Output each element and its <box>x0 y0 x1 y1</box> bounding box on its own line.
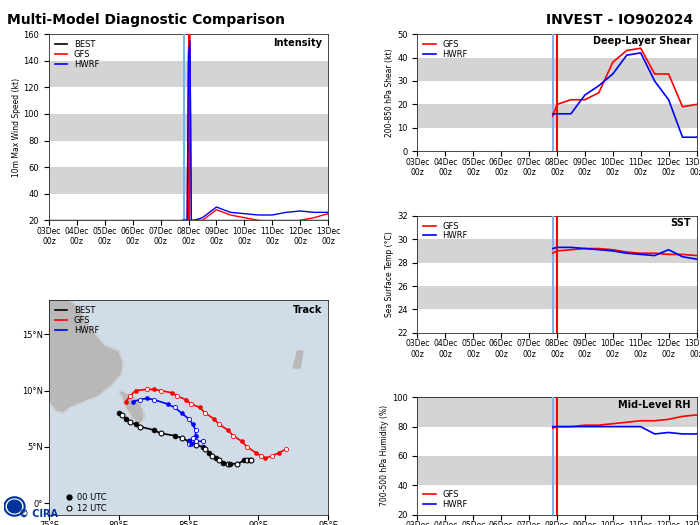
Text: Multi-Model Diagnostic Comparison: Multi-Model Diagnostic Comparison <box>7 13 285 27</box>
Y-axis label: 200-850 hPa Shear (kt): 200-850 hPa Shear (kt) <box>385 48 394 137</box>
Text: Intensity: Intensity <box>274 38 323 48</box>
Bar <box>417 239 696 262</box>
Bar <box>49 61 328 87</box>
Text: INVEST - IO902024: INVEST - IO902024 <box>546 13 693 27</box>
Bar <box>417 286 696 309</box>
Bar <box>417 104 696 128</box>
Legend: BEST, GFS, HWRF: BEST, GFS, HWRF <box>53 304 101 337</box>
Y-axis label: 700-500 hPa Humidity (%): 700-500 hPa Humidity (%) <box>380 405 389 507</box>
Text: 00 UTC: 00 UTC <box>77 493 106 502</box>
Text: Mid-Level RH: Mid-Level RH <box>618 400 691 410</box>
Bar <box>417 397 696 427</box>
Polygon shape <box>0 238 123 413</box>
Bar <box>417 456 696 485</box>
Y-axis label: Sea Surface Temp (°C): Sea Surface Temp (°C) <box>385 232 394 317</box>
Text: SST: SST <box>671 218 691 228</box>
Text: Deep-Layer Shear: Deep-Layer Shear <box>593 36 691 47</box>
Polygon shape <box>119 391 144 424</box>
Bar <box>49 114 328 141</box>
Legend: GFS, HWRF: GFS, HWRF <box>421 38 470 60</box>
Text: 12 UTC: 12 UTC <box>77 503 106 512</box>
Text: © CIRA: © CIRA <box>19 509 58 519</box>
Text: Track: Track <box>293 304 323 314</box>
Legend: GFS, HWRF: GFS, HWRF <box>421 220 470 242</box>
Y-axis label: 10m Max Wind Speed (kt): 10m Max Wind Speed (kt) <box>12 78 20 177</box>
Polygon shape <box>293 351 303 368</box>
Legend: GFS, HWRF: GFS, HWRF <box>421 488 470 510</box>
Bar <box>49 167 328 194</box>
Bar <box>417 58 696 81</box>
Circle shape <box>8 500 22 513</box>
Legend: BEST, GFS, HWRF: BEST, GFS, HWRF <box>53 38 101 70</box>
